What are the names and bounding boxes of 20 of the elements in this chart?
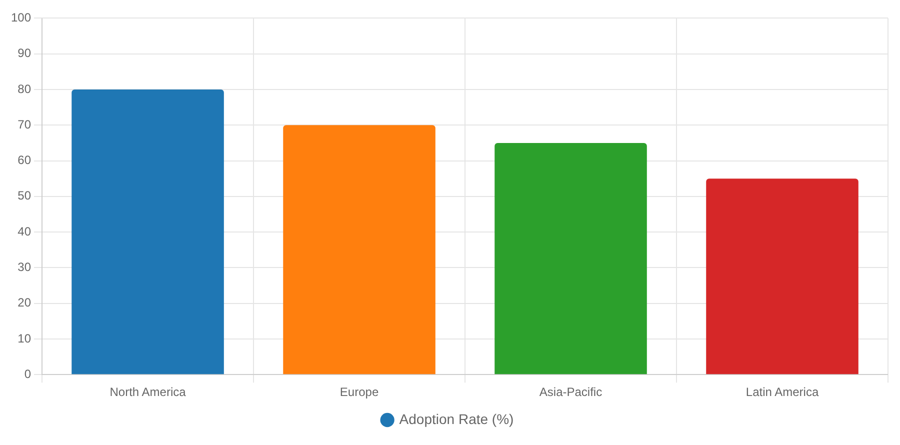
bar — [494, 142, 647, 374]
y-tick-label: 80 — [18, 82, 32, 96]
x-tick-label: Latin America — [746, 385, 819, 400]
y-tick-label: 50 — [18, 188, 32, 203]
x-tick-label: Europe — [340, 385, 379, 400]
bar — [706, 178, 858, 374]
bar — [72, 89, 224, 374]
y-tick-label: 40 — [18, 224, 32, 238]
legend-label: Adoption Rate (%) — [399, 410, 514, 427]
x-tick-label: Asia-Pacific — [539, 385, 602, 400]
x-tick-label: North America — [110, 385, 186, 400]
y-tick-label: 90 — [18, 46, 32, 60]
y-tick-label: 10 — [18, 331, 32, 346]
y-tick-label: 20 — [18, 296, 32, 310]
y-tick-label: 0 — [24, 366, 32, 381]
bar — [283, 125, 436, 374]
y-tick-label: 70 — [18, 117, 32, 132]
y-tick-label: 60 — [18, 153, 32, 168]
y-tick-label: 30 — [18, 260, 32, 274]
y-tick-label: 100 — [10, 10, 32, 25]
